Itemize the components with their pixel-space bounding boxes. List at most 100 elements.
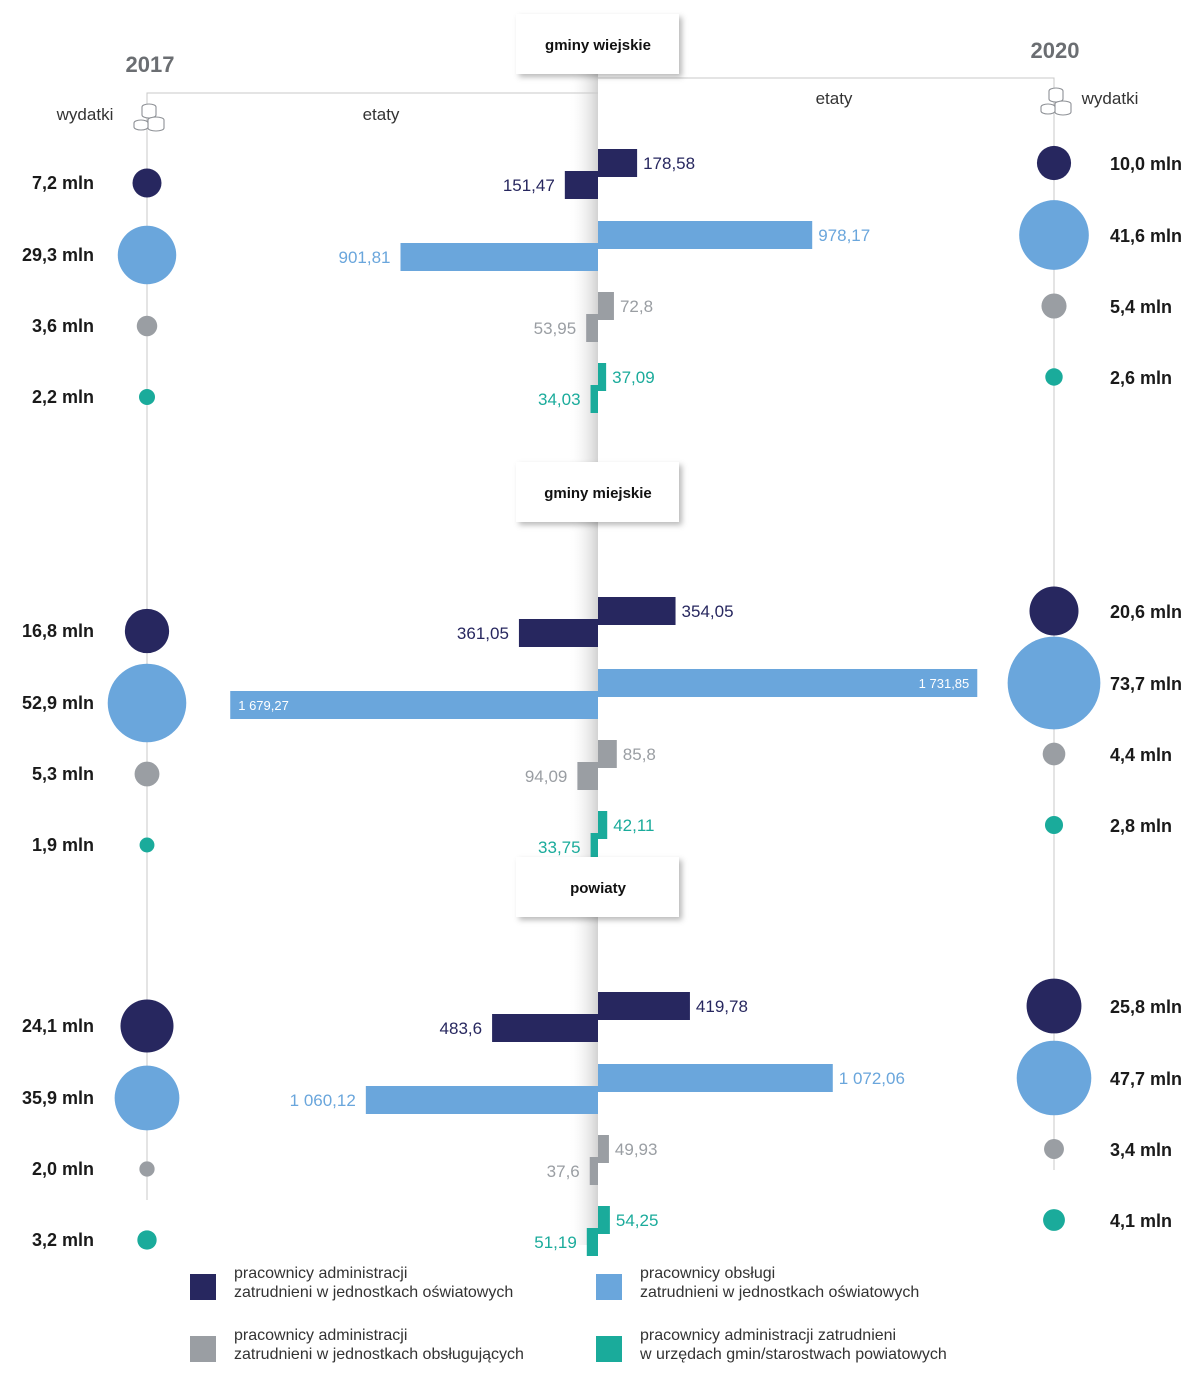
expense-label-2020: 25,8 mln [1110, 997, 1182, 1017]
bar-2017 [230, 691, 598, 719]
expense-label-2017: 29,3 mln [22, 245, 94, 265]
expense-circle-2017 [134, 761, 160, 787]
expense-circle-2020 [1016, 1040, 1092, 1116]
bar-label-2017: 483,6 [440, 1019, 483, 1038]
expense-circle-2020 [1042, 742, 1066, 766]
expense-label-2020: 4,1 mln [1110, 1211, 1172, 1231]
group-header-label: gminy wiejskie [545, 37, 651, 54]
bar-label-2017: 53,95 [534, 319, 577, 338]
bar-2020 [598, 363, 607, 391]
year-2020: 2020 [1031, 38, 1080, 63]
bar-2017 [577, 762, 598, 790]
expense-label-2017: 52,9 mln [22, 693, 94, 713]
bar-2020 [598, 221, 813, 249]
expense-circle-2017 [120, 999, 174, 1053]
bar-2017 [590, 833, 598, 861]
expense-label-2020: 20,6 mln [1110, 602, 1182, 622]
bar-2020 [598, 1206, 610, 1234]
expense-circle-2017 [139, 837, 155, 853]
group-header-box [516, 14, 679, 74]
legend-item-obsluga-oswiatowe: pracownicy obsługi zatrudnieni w jednostk… [596, 1264, 919, 1302]
bar-label-2020: 354,05 [682, 602, 734, 621]
bar-label-2017: 361,05 [457, 624, 509, 643]
expense-label-2017: 2,0 mln [32, 1159, 94, 1179]
bar-2017 [589, 1157, 598, 1185]
legend-label: pracownicy administracji zatrudnieni w je… [234, 1327, 524, 1363]
bar-2017 [564, 171, 598, 199]
column-label-etaty-2017: etaty [363, 105, 400, 124]
expense-circle-2017 [117, 225, 177, 285]
bar-2020 [598, 992, 690, 1020]
coins-icon [133, 103, 165, 132]
column-label-wydatki-2020: wydatki [1081, 89, 1139, 108]
bar-label-2017: 33,75 [538, 838, 581, 857]
expense-circle-2020 [1041, 293, 1067, 319]
expense-circle-2020 [1029, 586, 1079, 636]
expense-label-2017: 3,6 mln [32, 316, 94, 336]
expense-label-2020: 73,7 mln [1110, 674, 1182, 694]
expense-label-2017: 16,8 mln [22, 621, 94, 641]
expense-label-2020: 47,7 mln [1110, 1069, 1182, 1089]
bar-label-2020: 1 731,85 [919, 676, 970, 691]
bar-2020 [598, 740, 617, 768]
expense-circle-2020 [1045, 368, 1063, 386]
column-label-etaty-2020: etaty [816, 89, 853, 108]
expense-circle-2020 [1036, 145, 1072, 181]
expense-circle-2020 [1007, 636, 1101, 730]
bar-label-2017: 34,03 [538, 390, 581, 409]
bar-2017 [586, 1228, 598, 1256]
left-connector-line [146, 92, 598, 95]
expense-circle-2017 [137, 1230, 157, 1250]
bar-2017 [492, 1014, 598, 1042]
expense-label-2020: 10,0 mln [1110, 154, 1182, 174]
group-header-label: gminy miejskie [544, 485, 652, 502]
expense-circle-2017 [132, 168, 162, 198]
bar-label-2020: 85,8 [623, 745, 656, 764]
bar-label-2017: 901,81 [339, 248, 391, 267]
expense-circle-2020 [1026, 978, 1082, 1034]
coins-icon [1040, 87, 1072, 116]
legend-swatch [190, 1274, 216, 1300]
legend: pracownicy administracji zatrudnieni w je… [0, 1260, 1192, 1374]
expense-label-2017: 5,3 mln [32, 764, 94, 784]
expense-label-2020: 5,4 mln [1110, 297, 1172, 317]
bar-2020 [598, 292, 614, 320]
bar-label-2017: 37,6 [547, 1162, 580, 1181]
expense-label-2017: 1,9 mln [32, 835, 94, 855]
bar-label-2020: 42,11 [613, 816, 654, 835]
bar-label-2020: 49,93 [615, 1140, 658, 1159]
expense-circle-2020 [1044, 815, 1064, 835]
legend-swatch [596, 1336, 622, 1362]
bar-label-2017: 1 060,12 [290, 1091, 356, 1110]
bar-label-2020: 54,25 [616, 1211, 659, 1230]
bar-2020 [598, 1064, 833, 1092]
bar-label-2020: 978,17 [818, 226, 870, 245]
bar-label-2017: 1 679,27 [238, 698, 289, 713]
expense-label-2017: 7,2 mln [32, 173, 94, 193]
bar-2020 [598, 669, 978, 697]
bar-label-2020: 1 072,06 [839, 1069, 905, 1088]
column-label-wydatki-2017: wydatki [56, 105, 114, 124]
expense-label-2020: 2,6 mln [1110, 368, 1172, 388]
bar-2020 [598, 597, 676, 625]
legend-item-administracja-obslugujace: pracownicy administracji zatrudnieni w je… [190, 1326, 524, 1364]
bar-2017 [365, 1086, 598, 1114]
bar-label-2020: 37,09 [612, 368, 655, 387]
bar-2017 [400, 243, 598, 271]
group-header-box [516, 857, 679, 917]
legend-item-administracja-oswiatowe: pracownicy administracji zatrudnieni w je… [190, 1264, 513, 1302]
expense-circle-2020 [1044, 1139, 1064, 1159]
legend-item-administracja-urzedy: pracownicy administracji zatrudnieni w ur… [596, 1326, 947, 1364]
expense-circle-2017 [136, 315, 158, 337]
bar-label-2020: 72,8 [620, 297, 653, 316]
legend-swatch [596, 1274, 622, 1300]
expense-circle-2020 [1019, 200, 1089, 270]
expense-circle-2017 [107, 663, 187, 743]
expense-circle-2017 [124, 608, 170, 654]
expense-circle-2020 [1043, 1209, 1065, 1231]
expense-label-2017: 35,9 mln [22, 1088, 94, 1108]
bar-2017 [590, 385, 598, 413]
etaty-wydatki-chart: 2017 2020 wydatki etaty etaty wydatki gm… [22, 14, 1182, 1256]
legend-label: pracownicy administracji zatrudnieni w ur… [640, 1327, 947, 1363]
expense-circle-2017 [139, 1161, 155, 1177]
